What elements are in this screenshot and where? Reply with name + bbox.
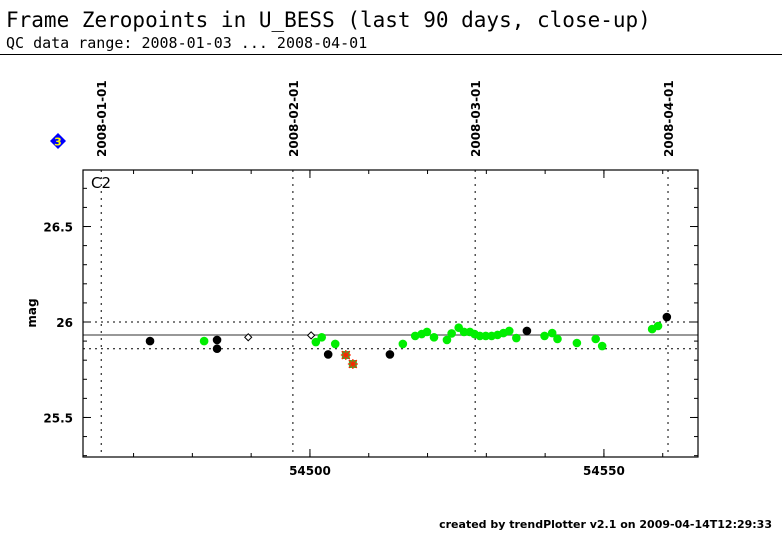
panel-label: C2 (91, 174, 111, 192)
date-marker-label: 2008-02-01 (287, 80, 301, 157)
data-point-flagged (347, 359, 358, 370)
data-point-ok (481, 331, 491, 341)
data-point-other (212, 335, 222, 345)
date-marker-label: 2008-01-01 (95, 80, 109, 157)
badge-label: 3 (54, 136, 62, 149)
data-point-ok (398, 339, 408, 349)
data-point-ok (512, 333, 521, 343)
data-point-ok (591, 334, 600, 344)
data-point-ok (317, 332, 327, 342)
y-tick-label: 26.5 (43, 221, 73, 235)
y-axis-label: mag (25, 298, 39, 327)
data-point-ok (553, 334, 562, 344)
data-point-ok (442, 335, 452, 345)
data-point-ok (547, 328, 557, 338)
data-point-ok (410, 331, 420, 341)
plot-frame (82, 169, 699, 458)
data-point-other (212, 344, 222, 354)
data-point-ok (653, 321, 663, 331)
data-point-ok (572, 338, 582, 348)
data-point-ok (475, 331, 485, 341)
flagged-cross-icon (347, 359, 358, 370)
data-point-other (662, 312, 672, 322)
data-point-open (244, 333, 253, 342)
data-point-other (522, 326, 532, 336)
data-point-ok (597, 341, 607, 351)
data-point-ok (540, 331, 549, 341)
y-tick-label: 25.5 (43, 411, 73, 425)
data-point-ok (330, 339, 340, 349)
divider (0, 54, 782, 55)
data-point-other (385, 350, 395, 359)
page-subtitle: QC data range: 2008-01-03 ... 2008-04-01 (6, 34, 368, 52)
data-point-other (145, 336, 155, 346)
x-tick-label: 54550 (583, 464, 625, 478)
page-title: Frame Zeropoints in U_BESS (last 90 days… (6, 8, 651, 32)
date-marker-label: 2008-04-01 (662, 80, 676, 157)
x-tick-label: 54500 (289, 464, 331, 478)
data-point-ok (199, 336, 209, 346)
data-point-ok (311, 337, 321, 347)
data-point-ok (447, 329, 456, 338)
data-point-open (306, 331, 316, 340)
data-point-ok (422, 327, 432, 337)
badge-diamond-icon: 3 (50, 133, 66, 149)
data-point-ok (429, 332, 439, 342)
footer-credit: created by trendPlotter v2.1 on 2009-04-… (439, 518, 772, 531)
flagged-cross-icon (340, 350, 351, 361)
y-tick-label: 26 (56, 316, 73, 330)
data-point-ok (504, 326, 514, 336)
date-marker-label: 2008-03-01 (469, 80, 483, 157)
data-point-ok (459, 327, 469, 337)
data-point-flagged (340, 350, 351, 361)
data-point-other (323, 350, 333, 359)
